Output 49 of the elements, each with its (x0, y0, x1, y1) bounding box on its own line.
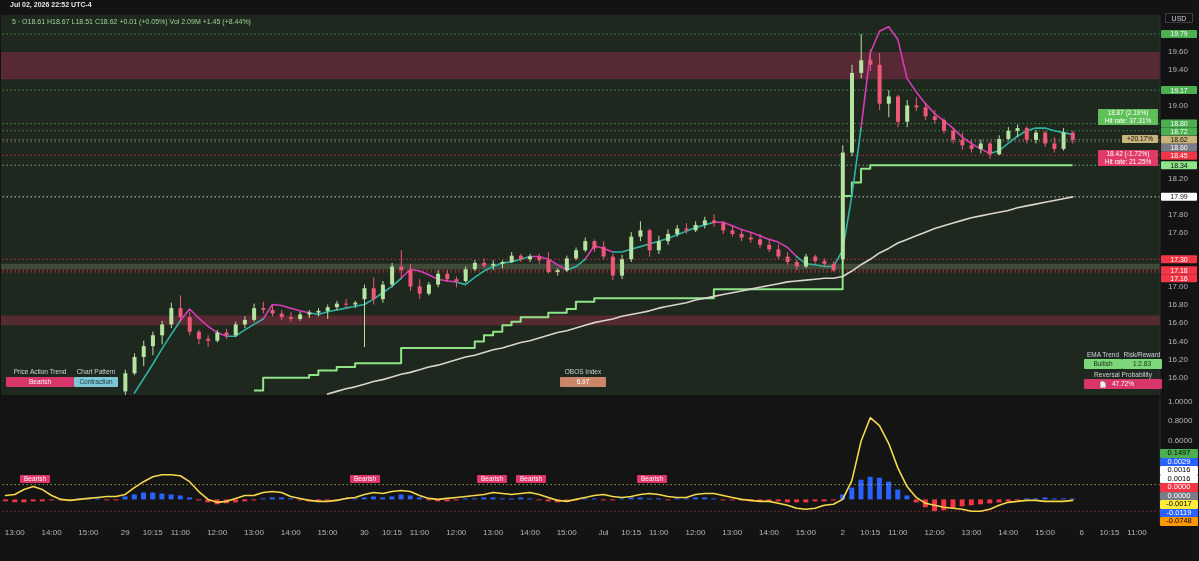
x-tick-label: Jul (598, 527, 609, 537)
x-tick-label: 12:00 (207, 527, 228, 537)
x-tick-label: 14:00 (519, 527, 541, 537)
x-tick-label: 13:00 (4, 527, 26, 537)
x-tick-label: 11:00 (648, 527, 669, 537)
x-tick-label: 15:00 (317, 527, 339, 537)
y-tick-label: 16.20 (1168, 354, 1189, 364)
y-tick-label: 17.60 (1168, 227, 1189, 237)
x-tick-label: 15:00 (1035, 527, 1056, 537)
x-tick-label: 29 (120, 527, 131, 537)
x-tick-label: 10:15 (860, 527, 881, 537)
x-tick-label: 10:15 (142, 527, 164, 537)
x-tick-label: 11:00 (1127, 527, 1148, 537)
x-tick-label: 14:00 (998, 527, 1019, 537)
x-tick-label: 30 (359, 527, 370, 537)
x-tick-label: 13:00 (243, 527, 265, 537)
x-tick-label: 11:00 (170, 527, 191, 537)
y-tick-label: 19.00 (1168, 101, 1189, 111)
x-tick-label: 12:00 (924, 527, 946, 537)
x-tick-label: 14:00 (759, 527, 780, 537)
x-tick-label: 6 (1079, 527, 1085, 537)
y-tick-label: 19.60 (1168, 47, 1189, 57)
x-tick-label: 10:15 (1099, 527, 1120, 537)
y-tick-label: 16.40 (1168, 336, 1189, 346)
y-tick-label: 16.60 (1168, 318, 1189, 328)
y-tick-label: 16.80 (1168, 300, 1189, 310)
x-tick-label: 14:00 (280, 527, 302, 537)
x-tick-label: 2 (840, 527, 846, 537)
y-tick-label: 17.80 (1168, 209, 1189, 219)
y-tick-label: 1.0000 (1168, 396, 1194, 406)
x-tick-label: 15:00 (78, 527, 99, 537)
x-tick-label: 10:15 (381, 527, 403, 537)
x-tick-label: 12:00 (446, 527, 467, 537)
x-tick-label: 13:00 (483, 527, 504, 537)
y-tick-label: 18.20 (1168, 173, 1189, 183)
x-tick-label: 11:00 (409, 527, 430, 537)
y-tick-label: 0.8000 (1168, 416, 1194, 426)
x-tick-label: 10:15 (621, 527, 642, 537)
y-tick-label: 16.00 (1168, 372, 1189, 382)
x-tick-label: 15:00 (556, 527, 578, 537)
y-tick-label: 17.00 (1168, 282, 1189, 292)
x-tick-label: 14:00 (41, 527, 63, 537)
y-tick-label: 0.6000 (1168, 436, 1194, 446)
x-tick-label: 11:00 (888, 527, 909, 537)
x-tick-label: 13:00 (961, 527, 982, 537)
x-tick-label: 12:00 (685, 527, 707, 537)
y-tick-label: 19.40 (1168, 65, 1189, 75)
x-tick-label: 15:00 (795, 527, 817, 537)
x-tick-label: 13:00 (722, 527, 743, 537)
